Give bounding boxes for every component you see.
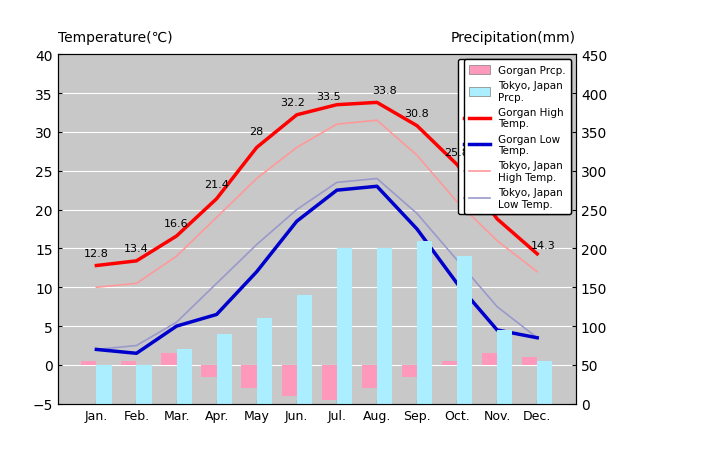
Gorgan High
Temp.: [292, 113, 301, 118]
Gorgan Low
Temp.: [292, 219, 301, 224]
Gorgan High
Temp.: [533, 252, 541, 257]
Tokyo, Japan
Low Temp.: [253, 242, 261, 248]
Gorgan Low
Temp.: [333, 188, 341, 194]
Line: Tokyo, Japan
Low Temp.: Tokyo, Japan Low Temp.: [96, 179, 537, 350]
Text: 21.4: 21.4: [204, 180, 229, 190]
Gorgan Low
Temp.: [212, 312, 221, 318]
Gorgan Low
Temp.: [453, 281, 462, 286]
Text: 16.6: 16.6: [164, 219, 189, 229]
Bar: [522, 358, 537, 365]
Text: 18.8: 18.8: [485, 202, 510, 212]
Bar: [361, 365, 377, 388]
Bar: [537, 361, 552, 404]
Line: Gorgan High
Temp.: Gorgan High Temp.: [96, 103, 537, 266]
Text: 14.3: 14.3: [531, 241, 556, 251]
Gorgan Low
Temp.: [253, 269, 261, 275]
Bar: [176, 350, 192, 404]
Tokyo, Japan
Low Temp.: [453, 258, 462, 263]
Text: 25.8: 25.8: [445, 147, 469, 157]
Gorgan High
Temp.: [333, 103, 341, 108]
Text: 33.8: 33.8: [372, 85, 397, 95]
Tokyo, Japan
High Temp.: [333, 122, 341, 128]
Tokyo, Japan
Low Temp.: [132, 343, 141, 348]
Bar: [377, 249, 392, 404]
Tokyo, Japan
Low Temp.: [413, 211, 421, 217]
Text: 13.4: 13.4: [124, 244, 149, 253]
Bar: [457, 257, 472, 404]
Bar: [442, 361, 457, 365]
Gorgan High
Temp.: [92, 263, 101, 269]
Tokyo, Japan
Low Temp.: [492, 304, 501, 310]
Bar: [322, 365, 337, 400]
Tokyo, Japan
Low Temp.: [172, 320, 181, 325]
Gorgan High
Temp.: [492, 217, 501, 222]
Gorgan Low
Temp.: [492, 328, 501, 333]
Gorgan Low
Temp.: [132, 351, 141, 356]
Gorgan Low
Temp.: [92, 347, 101, 353]
Bar: [121, 361, 137, 365]
Tokyo, Japan
Low Temp.: [292, 207, 301, 213]
Bar: [81, 361, 96, 365]
Tokyo, Japan
High Temp.: [533, 269, 541, 275]
Bar: [202, 365, 217, 377]
Gorgan High
Temp.: [132, 258, 141, 264]
Bar: [337, 249, 352, 404]
Tokyo, Japan
Low Temp.: [92, 347, 101, 353]
Gorgan Low
Temp.: [533, 335, 541, 341]
Gorgan High
Temp.: [453, 162, 462, 168]
Bar: [257, 319, 272, 404]
Gorgan High
Temp.: [212, 196, 221, 202]
Bar: [217, 334, 232, 404]
Gorgan Low
Temp.: [172, 324, 181, 329]
Tokyo, Japan
High Temp.: [212, 215, 221, 221]
Gorgan High
Temp.: [253, 146, 261, 151]
Tokyo, Japan
High Temp.: [453, 200, 462, 205]
Line: Gorgan Low
Temp.: Gorgan Low Temp.: [96, 187, 537, 353]
Bar: [241, 365, 257, 388]
Bar: [96, 365, 112, 404]
Bar: [282, 365, 297, 396]
Gorgan Low
Temp.: [413, 227, 421, 232]
Bar: [137, 365, 152, 404]
Legend: Gorgan Prcp., Tokyo, Japan
Prcp., Gorgan High
Temp., Gorgan Low
Temp., Tokyo, Ja: Gorgan Prcp., Tokyo, Japan Prcp., Gorgan…: [464, 60, 571, 215]
Tokyo, Japan
High Temp.: [492, 238, 501, 244]
Text: 33.5: 33.5: [317, 92, 341, 101]
Tokyo, Japan
Low Temp.: [372, 176, 381, 182]
Tokyo, Japan
High Temp.: [413, 153, 421, 159]
Text: Precipitation(mm): Precipitation(mm): [451, 31, 576, 45]
Tokyo, Japan
High Temp.: [253, 176, 261, 182]
Bar: [417, 241, 432, 404]
Bar: [482, 353, 497, 365]
Bar: [402, 365, 417, 377]
Gorgan Low
Temp.: [372, 184, 381, 190]
Tokyo, Japan
High Temp.: [172, 254, 181, 259]
Text: 32.2: 32.2: [280, 98, 305, 108]
Bar: [161, 353, 176, 365]
Text: Temperature(℃): Temperature(℃): [58, 31, 172, 45]
Text: 12.8: 12.8: [84, 248, 109, 258]
Legend: Gorgan Prcp., Tokyo, Japan
Prcp., Gorgan High
Temp., Gorgan Low
Temp., Tokyo, Ja: Gorgan Prcp., Tokyo, Japan Prcp., Gorgan…: [459, 60, 571, 215]
Line: Tokyo, Japan
High Temp.: Tokyo, Japan High Temp.: [96, 121, 537, 288]
Tokyo, Japan
High Temp.: [372, 118, 381, 124]
Bar: [297, 296, 312, 404]
Tokyo, Japan
Low Temp.: [333, 180, 341, 186]
Tokyo, Japan
High Temp.: [92, 285, 101, 291]
Tokyo, Japan
High Temp.: [132, 281, 141, 286]
Tokyo, Japan
High Temp.: [292, 146, 301, 151]
Tokyo, Japan
Low Temp.: [533, 335, 541, 341]
Gorgan High
Temp.: [413, 123, 421, 129]
Gorgan High
Temp.: [172, 234, 181, 239]
Text: 30.8: 30.8: [405, 109, 429, 118]
Tokyo, Japan
Low Temp.: [212, 281, 221, 286]
Text: 28: 28: [250, 127, 264, 136]
Bar: [497, 330, 513, 404]
Gorgan High
Temp.: [372, 101, 381, 106]
